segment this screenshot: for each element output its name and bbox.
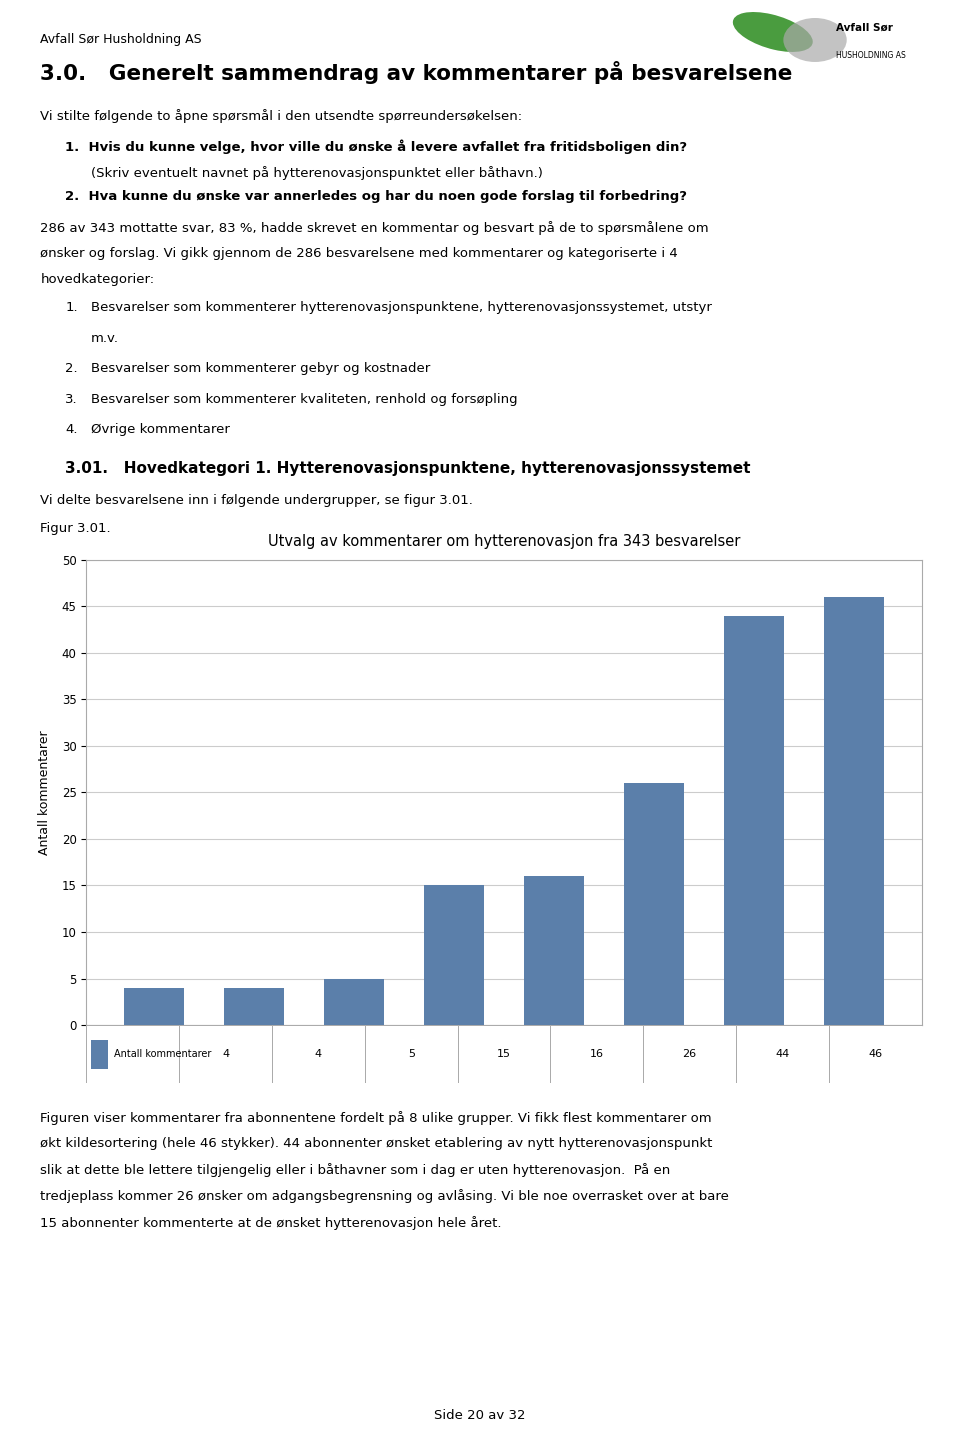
Text: 15 abonnenter kommenterte at de ønsket hytterenovasjon hele året.: 15 abonnenter kommenterte at de ønsket h…: [40, 1216, 502, 1230]
Text: 26: 26: [683, 1050, 697, 1059]
Text: Øvrige kommentarer: Øvrige kommentarer: [91, 423, 230, 436]
Text: 4: 4: [315, 1050, 322, 1059]
Text: 286 av 343 mottatte svar, 83 %, hadde skrevet en kommentar og besvart på de to s: 286 av 343 mottatte svar, 83 %, hadde sk…: [40, 221, 708, 236]
Bar: [724, 615, 783, 1025]
Text: 1.  Hvis du kunne velge, hvor ville du ønske å levere avfallet fra fritidsbolige: 1. Hvis du kunne velge, hvor ville du øn…: [65, 140, 687, 154]
Text: 2.: 2.: [65, 362, 78, 375]
Ellipse shape: [783, 17, 847, 63]
Text: 46: 46: [868, 1050, 882, 1059]
Bar: [180, 1025, 272, 1083]
Text: 4.: 4.: [65, 423, 78, 436]
Text: Besvarelser som kommenterer kvaliteten, renhold og forsøpling: Besvarelser som kommenterer kvaliteten, …: [91, 393, 517, 406]
Text: 3.01.   Hovedkategori 1. Hytterenovasjonspunktene, hytterenovasjonssystemet: 3.01. Hovedkategori 1. Hytterenovasjonsp…: [65, 461, 751, 475]
Text: (Skriv eventuelt navnet på hytterenovasjonspunktet eller båthavn.): (Skriv eventuelt navnet på hytterenovasj…: [91, 166, 543, 180]
Bar: [524, 877, 584, 1025]
Text: Vi delte besvarelsene inn i følgende undergrupper, se figur 3.01.: Vi delte besvarelsene inn i følgende und…: [40, 494, 473, 507]
Title: Utvalg av kommentarer om hytterenovasjon fra 343 besvarelser: Utvalg av kommentarer om hytterenovasjon…: [268, 534, 740, 550]
Bar: [550, 1025, 643, 1083]
Text: 3.: 3.: [65, 393, 78, 406]
Text: slik at dette ble lettere tilgjengelig eller i båthavner som i dag er uten hytte: slik at dette ble lettere tilgjengelig e…: [40, 1163, 671, 1178]
Bar: [828, 1025, 922, 1083]
Bar: [86, 1025, 180, 1083]
Text: 1.: 1.: [65, 301, 78, 314]
Text: Besvarelser som kommenterer gebyr og kostnader: Besvarelser som kommenterer gebyr og kos…: [91, 362, 430, 375]
Text: HUSHOLDNING AS: HUSHOLDNING AS: [836, 51, 906, 61]
Bar: [458, 1025, 550, 1083]
Text: Figur 3.01.: Figur 3.01.: [40, 522, 111, 535]
Text: Antall kommentarer: Antall kommentarer: [114, 1050, 211, 1059]
Text: hovedkategorier:: hovedkategorier:: [40, 273, 155, 286]
Text: Vi stilte følgende to åpne spørsmål i den utsendte spørreundersøkelsen:: Vi stilte følgende to åpne spørsmål i de…: [40, 109, 522, 124]
Ellipse shape: [732, 12, 813, 52]
Text: 16: 16: [589, 1050, 604, 1059]
Y-axis label: Antall kommentarer: Antall kommentarer: [37, 730, 51, 855]
Text: Side 20 av 32: Side 20 av 32: [434, 1409, 526, 1422]
Text: tredjeplass kommer 26 ønsker om adgangsbegrensning og avlåsing. Vi ble noe overr: tredjeplass kommer 26 ønsker om adgangsb…: [40, 1189, 730, 1204]
Text: ønsker og forslag. Vi gikk gjennom de 286 besvarelsene med kommentarer og katego: ønsker og forslag. Vi gikk gjennom de 28…: [40, 247, 678, 260]
Text: økt kildesortering (hele 46 stykker). 44 abonnenter ønsket etablering av nytt hy: økt kildesortering (hele 46 stykker). 44…: [40, 1137, 712, 1150]
Text: Avfall Sør: Avfall Sør: [836, 23, 893, 33]
Text: 44: 44: [776, 1050, 789, 1059]
Bar: [624, 784, 684, 1025]
Bar: [643, 1025, 736, 1083]
Text: Besvarelser som kommenterer hytterenovasjonspunktene, hytterenovasjonssystemet, : Besvarelser som kommenterer hytterenovas…: [91, 301, 712, 314]
Text: Avfall Sør Husholdning AS: Avfall Sør Husholdning AS: [40, 33, 202, 47]
Bar: [225, 987, 284, 1025]
Bar: [424, 885, 484, 1025]
Text: 2.  Hva kunne du ønske var annerledes og har du noen gode forslag til forbedring: 2. Hva kunne du ønske var annerledes og …: [65, 190, 687, 204]
Text: 5: 5: [408, 1050, 415, 1059]
Text: 3.0.   Generelt sammendrag av kommentarer på besvarelsene: 3.0. Generelt sammendrag av kommentarer …: [40, 61, 793, 84]
Bar: [365, 1025, 458, 1083]
Text: Figuren viser kommentarer fra abonnentene fordelt på 8 ulike grupper. Vi fikk fl: Figuren viser kommentarer fra abonnenten…: [40, 1111, 712, 1125]
Bar: [736, 1025, 828, 1083]
Bar: [272, 1025, 365, 1083]
Bar: [91, 1040, 108, 1069]
Bar: [824, 598, 883, 1025]
Bar: [324, 979, 384, 1025]
Bar: [125, 987, 184, 1025]
Text: m.v.: m.v.: [91, 332, 119, 345]
Text: 15: 15: [497, 1050, 511, 1059]
Text: 4: 4: [222, 1050, 229, 1059]
